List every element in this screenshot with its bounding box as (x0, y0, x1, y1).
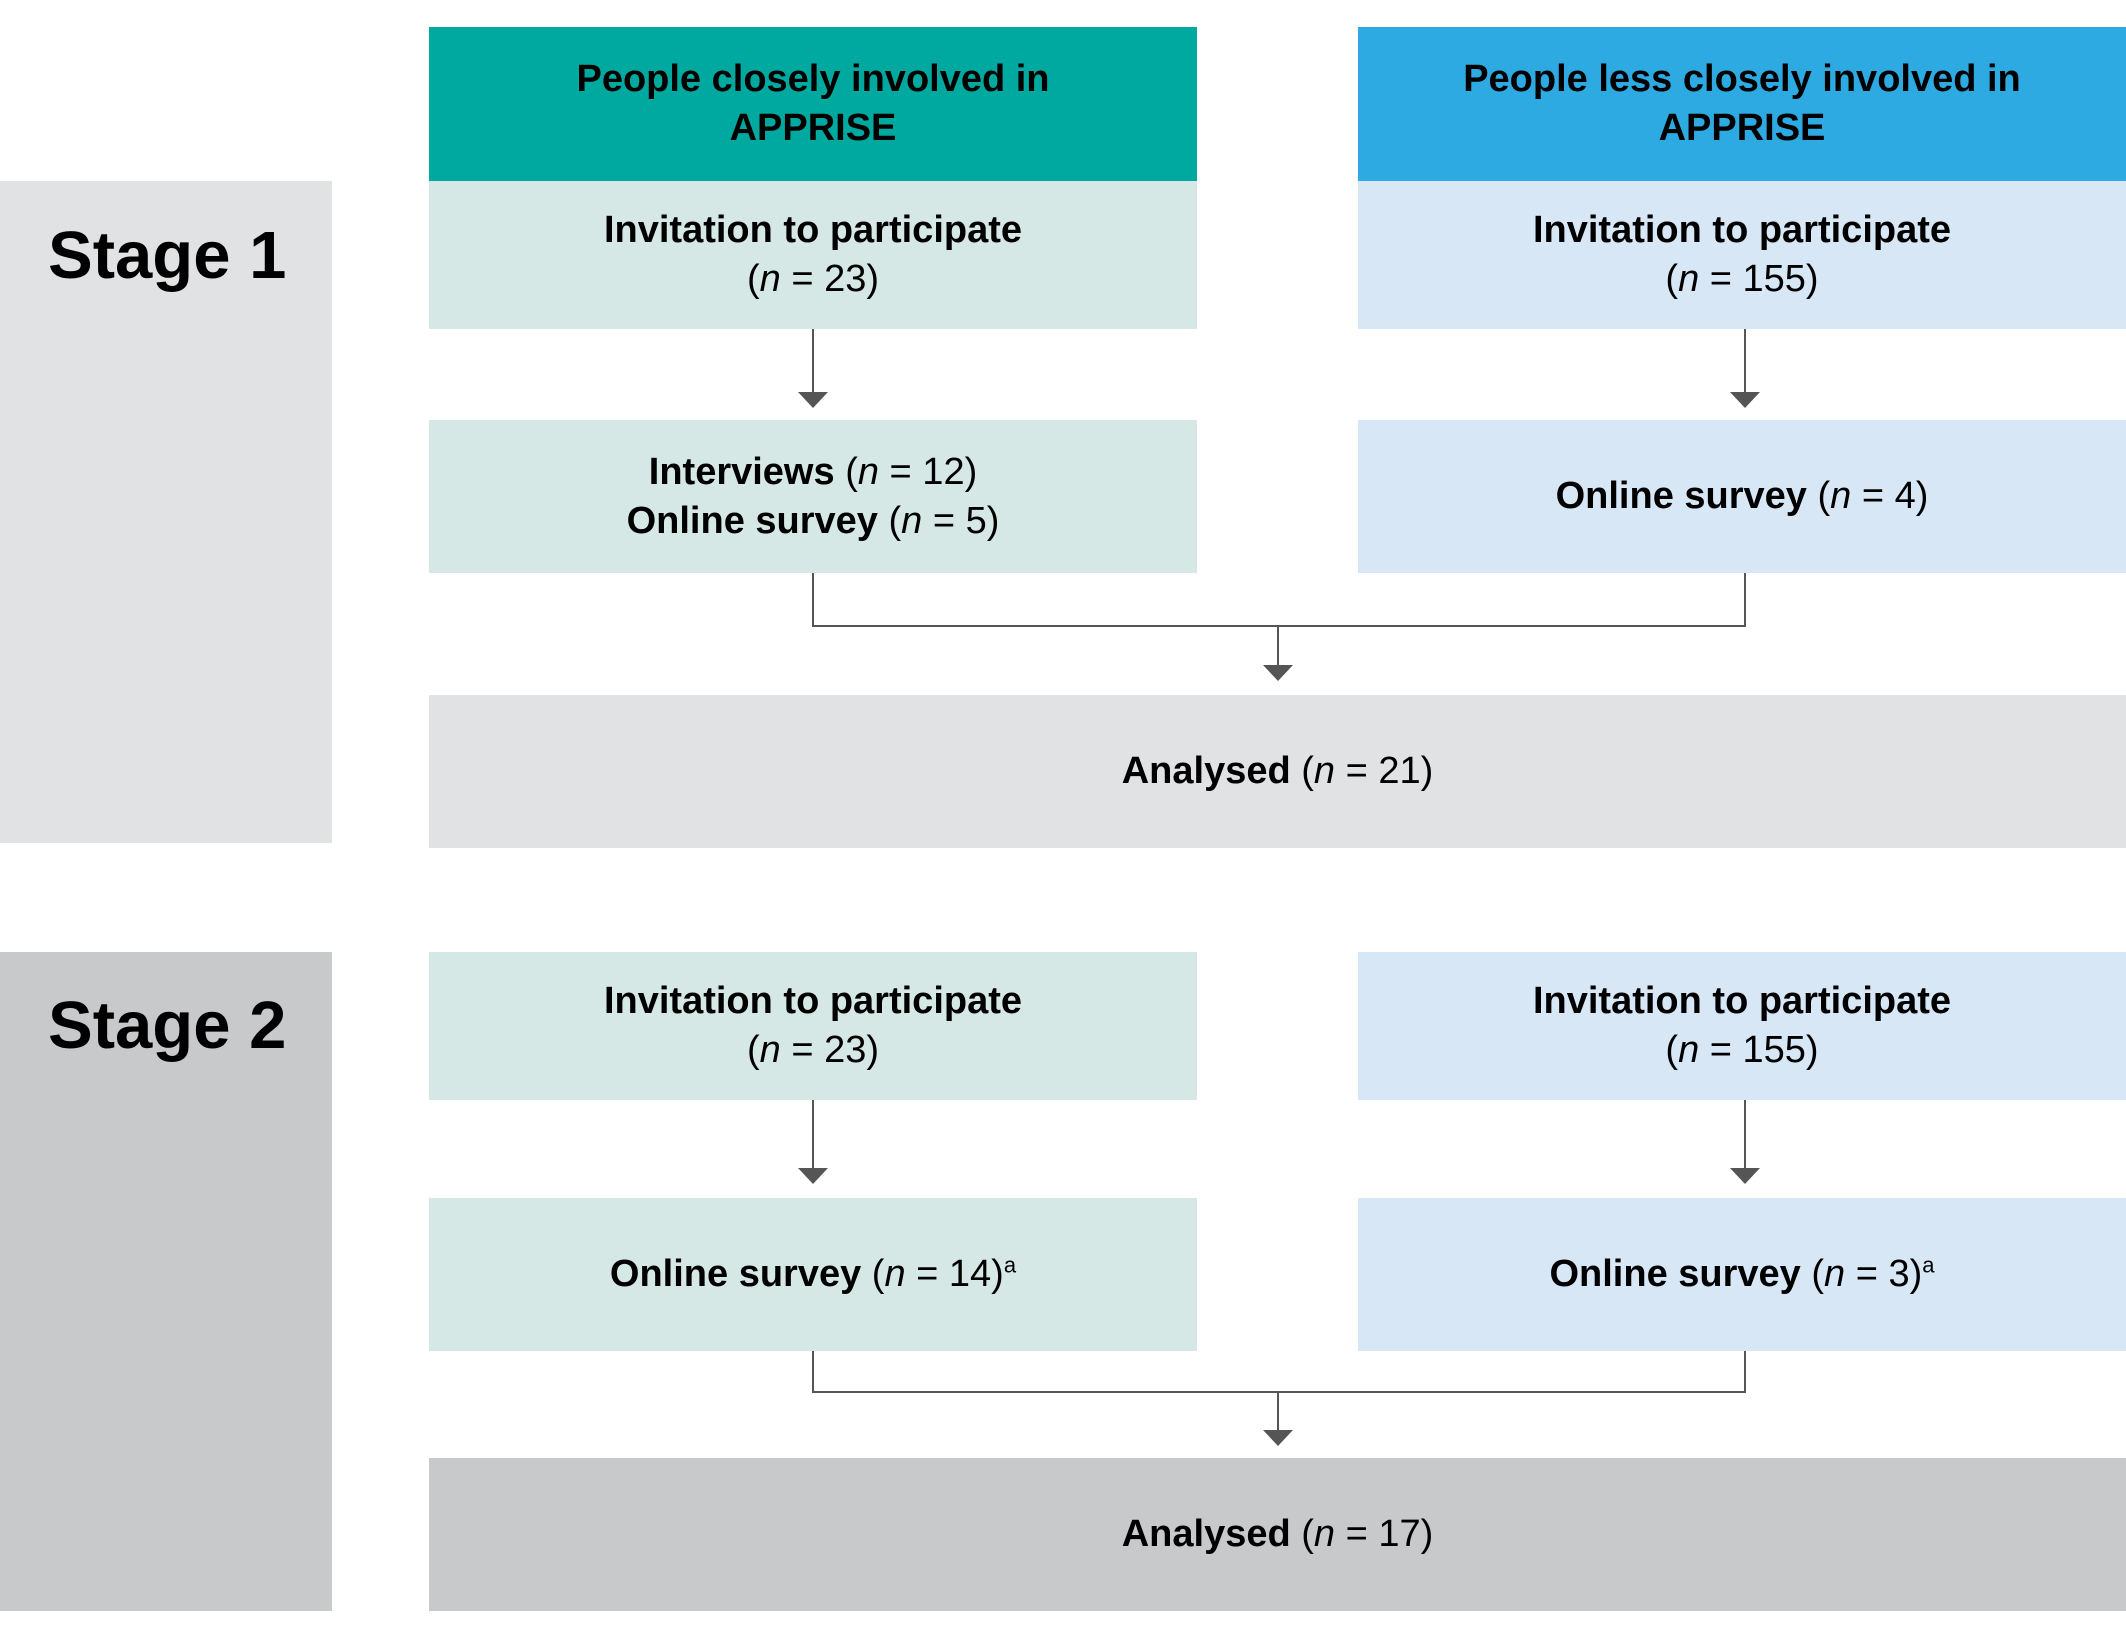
stage2-analysed-box: Analysed (n = 17) (429, 1458, 2126, 1611)
stage2-right-invite-box: Invitation to participate (n = 155) (1358, 952, 2126, 1100)
stage1-label: Stage 1 (48, 218, 287, 293)
stage2-right-invite-count: (n = 155) (1665, 1029, 1819, 1071)
stage1-left-invite-title: Invitation to participate (603, 209, 1023, 251)
stage2-merge-arrowhead (1263, 1430, 1293, 1446)
header-right-line1: People less closely involved in (1463, 58, 2021, 100)
stage2-left-invite-count: (n = 23) (746, 1029, 880, 1071)
stage2-left-invite-box: Invitation to participate (n = 23) (429, 952, 1197, 1100)
stage1-right-arrowhead (1730, 392, 1760, 408)
stage2-right-survey-line: Online survey (n = 3)a (1549, 1252, 1935, 1295)
stage1-right-invite-count: (n = 155) (1665, 258, 1819, 300)
stage2-right-result-box: Online survey (n = 3)a (1358, 1198, 2126, 1351)
stage2-right-arrowhead (1730, 1168, 1760, 1184)
stage2-left-arrowhead (798, 1168, 828, 1184)
stage2-label: Stage 2 (48, 988, 287, 1063)
stage1-left-survey-line: Online survey (n = 5) (626, 499, 1000, 542)
stage1-left-invite-count: (n = 23) (746, 258, 880, 300)
stage1-right-invite-title: Invitation to participate (1532, 209, 1952, 251)
header-left-line1: People closely involved in (576, 58, 1050, 100)
stage1-right-invite-box: Invitation to participate (n = 155) (1358, 181, 2126, 329)
stage2-left-result-box: Online survey (n = 14)a (429, 1198, 1197, 1351)
stage2-panel (0, 952, 332, 1611)
stage2-analysed-line: Analysed (n = 17) (1121, 1513, 1434, 1555)
header-left-line2: APPRISE (729, 107, 897, 149)
stage2-right-footnote-mark: a (1922, 1252, 1935, 1278)
stage1-left-result-box: Interviews (n = 12) Online survey (n = 5… (429, 420, 1197, 573)
header-right: People less closely involved in APPRISE (1358, 27, 2126, 181)
header-right-line2: APPRISE (1658, 107, 1826, 149)
stage2-merge-line (812, 1351, 1746, 1393)
stage1-right-survey-line: Online survey (n = 4) (1555, 475, 1929, 517)
stage1-panel (0, 181, 332, 843)
stage2-right-invite-title: Invitation to participate (1532, 980, 1952, 1022)
stage1-interviews-line: Interviews (n = 12) (648, 450, 978, 493)
stage2-left-footnote-mark: a (1003, 1252, 1017, 1278)
stage1-merge-arrowhead (1263, 665, 1293, 681)
stage1-left-arrowhead (798, 392, 828, 408)
stage2-left-invite-title: Invitation to participate (603, 980, 1023, 1022)
stage1-right-result-box: Online survey (n = 4) (1358, 420, 2126, 573)
stage1-merge-line (812, 573, 1746, 627)
stage2-left-survey-line: Online survey (n = 14)a (609, 1252, 1017, 1295)
stage1-analysed-box: Analysed (n = 21) (429, 695, 2126, 848)
header-left: People closely involved in APPRISE (429, 27, 1197, 181)
stage1-left-invite-box: Invitation to participate (n = 23) (429, 181, 1197, 329)
stage1-analysed-line: Analysed (n = 21) (1121, 750, 1434, 792)
